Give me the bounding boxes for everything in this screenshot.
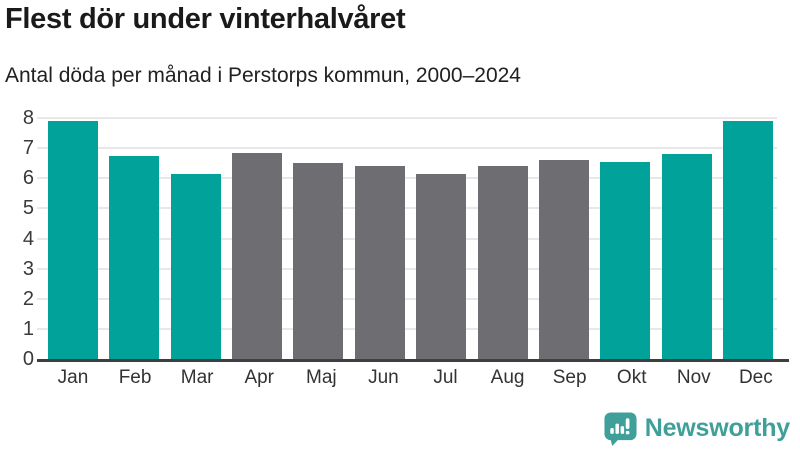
x-tick-label-jun: Jun bbox=[368, 367, 399, 388]
y-tick-label-0: 0 bbox=[22, 348, 34, 370]
y-axis: 0 1 2 3 4 5 6 7 8 bbox=[0, 108, 34, 369]
gridline-4 bbox=[37, 237, 777, 240]
bar-dec bbox=[722, 121, 773, 359]
plot-area bbox=[37, 117, 789, 362]
gridline-8 bbox=[37, 117, 777, 119]
bar-mar bbox=[170, 173, 221, 359]
brand-footer: Newsworthy bbox=[603, 411, 790, 446]
bar-maj bbox=[293, 163, 344, 359]
bar-okt bbox=[600, 161, 651, 359]
y-tick-label-5: 5 bbox=[22, 197, 34, 220]
chart-title: Flest dör under vinterhalvåret bbox=[5, 3, 406, 35]
y-tick-label-4: 4 bbox=[22, 227, 34, 250]
bars-container bbox=[44, 118, 777, 359]
x-tick-label-sep: Sep bbox=[552, 367, 587, 388]
y-tick-label-2: 2 bbox=[22, 287, 34, 310]
gridline-5 bbox=[37, 207, 777, 210]
gridline-3 bbox=[37, 267, 777, 270]
brand-name: Newsworthy bbox=[644, 414, 790, 442]
y-tick-label-7: 7 bbox=[22, 137, 34, 160]
x-tick-label-jan: Jan bbox=[57, 367, 89, 388]
y-tick-label-3: 3 bbox=[22, 257, 34, 280]
x-axis-line bbox=[37, 359, 789, 362]
x-tick-label-feb: Feb bbox=[118, 367, 152, 388]
bar-feb bbox=[109, 155, 160, 359]
bar-chart-speech-bubble-icon bbox=[604, 412, 637, 446]
bar-jun bbox=[354, 166, 405, 359]
x-tick-label-okt: Okt bbox=[616, 367, 647, 388]
x-tick-label-maj: Maj bbox=[306, 367, 337, 388]
chart-subtitle: Antal döda per månad i Perstorps kommun,… bbox=[5, 64, 521, 87]
y-tick-label-6: 6 bbox=[22, 167, 34, 190]
gridline-2 bbox=[37, 297, 777, 300]
y-tick-label-1: 1 bbox=[22, 317, 34, 340]
y-tick-label-8: 8 bbox=[22, 107, 34, 129]
bar-sep bbox=[538, 160, 589, 359]
x-tick-label-mar: Mar bbox=[180, 367, 214, 388]
bar-nov bbox=[661, 154, 712, 359]
x-tick-label-dec: Dec bbox=[738, 367, 773, 388]
x-axis-labels: Jan Feb Mar Apr Maj Jun Jul Aug Sep Okt Nov Dec bbox=[44, 367, 785, 389]
gridline-1 bbox=[37, 327, 777, 330]
x-tick-label-apr: Apr bbox=[244, 367, 275, 388]
bar-jul bbox=[416, 173, 467, 359]
gridline-6 bbox=[37, 177, 777, 180]
bar-jan bbox=[48, 121, 98, 359]
x-tick-label-nov: Nov bbox=[676, 367, 711, 388]
x-tick-label-aug: Aug bbox=[490, 367, 525, 388]
x-tick-label-jul: Jul bbox=[433, 367, 458, 388]
bar-apr bbox=[232, 152, 283, 359]
gridline-7 bbox=[37, 147, 777, 150]
bar-aug bbox=[477, 166, 528, 359]
